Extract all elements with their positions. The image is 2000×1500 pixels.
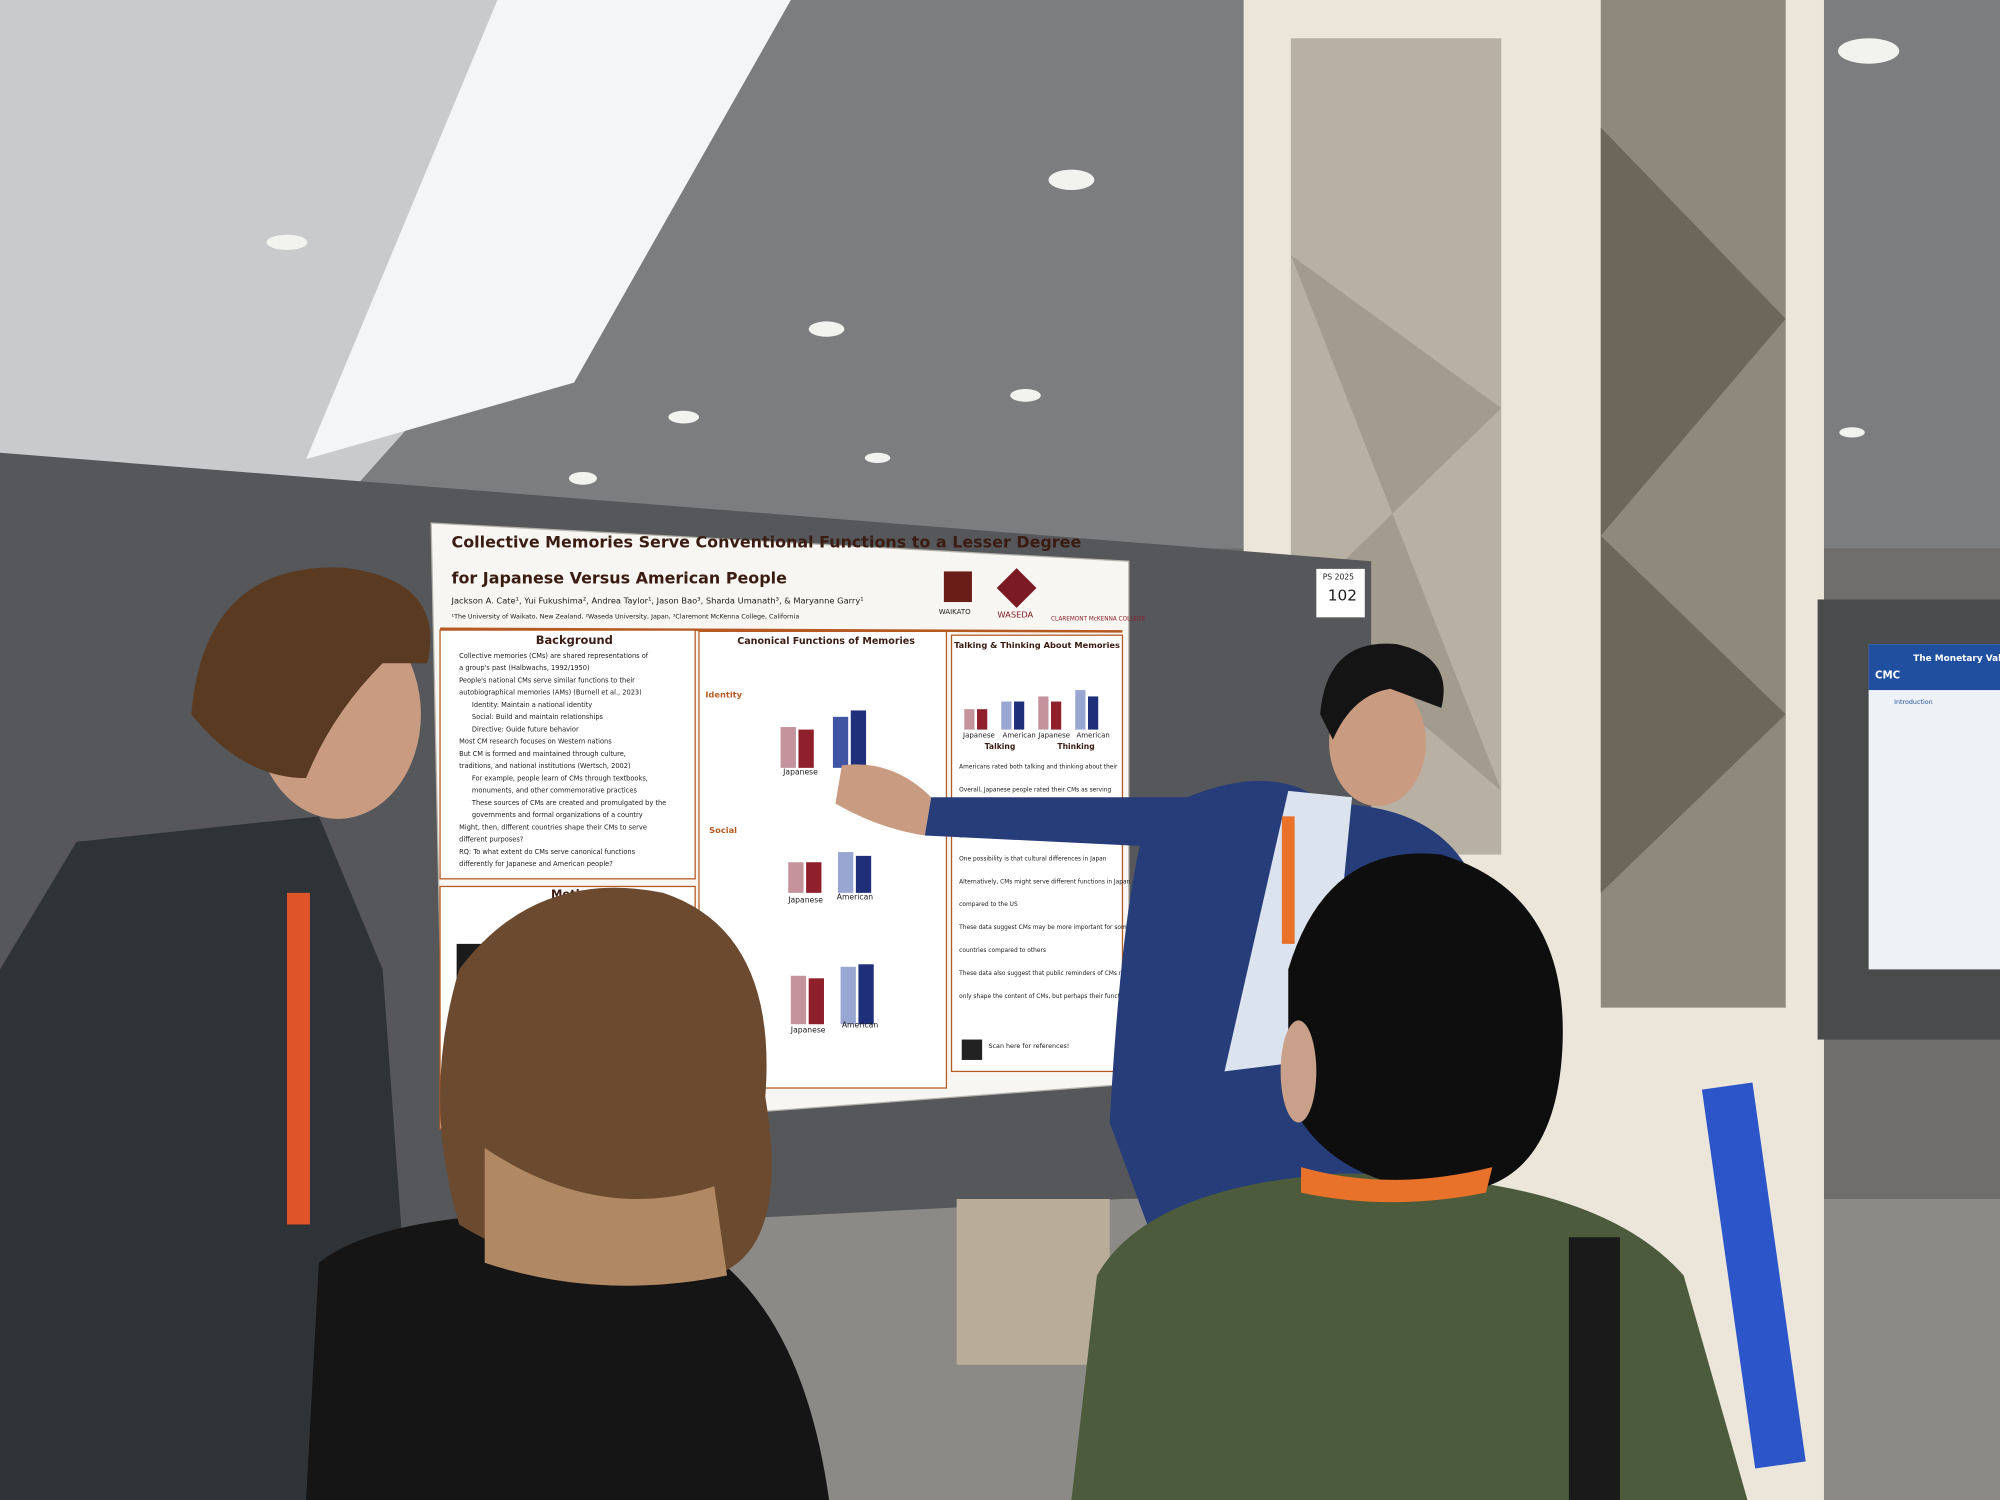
- panel-label: Talking: [985, 742, 1016, 751]
- bullet-text: monuments, and other commemorative pract…: [472, 787, 638, 795]
- skylight: [306, 0, 791, 460]
- group-label: Japanese: [1037, 731, 1070, 740]
- board-number: 102: [1328, 586, 1357, 604]
- group-label: American: [842, 1020, 879, 1029]
- bullet-text: These sources of CMs are created and pro…: [471, 799, 666, 807]
- bullet-text: differently for Japanese and American pe…: [459, 860, 613, 868]
- background-box: [439, 629, 696, 880]
- bullet-text: One possibility is that cultural differe…: [959, 856, 1107, 862]
- bullet-text: countries compared to others: [959, 948, 1046, 954]
- side-poster-title: The Monetary Value of Collective: [1913, 654, 2000, 664]
- bullet-text: only shape the content of CMs, but perha…: [959, 994, 1132, 1000]
- group-label: American: [1003, 731, 1036, 740]
- logo-text: WAIKATO: [939, 607, 971, 616]
- ceiling-lights: [266, 38, 1900, 485]
- figure-bars: [780, 710, 874, 1025]
- bullet-text: Social: Build and maintain relationships: [472, 713, 604, 721]
- person-right: [1071, 853, 1748, 1500]
- side-poster-section: Introduction: [1894, 698, 1933, 706]
- bullet-text: But CM is formed and maintained through …: [459, 750, 626, 758]
- divider: [440, 627, 1123, 633]
- poster-affiliations: ¹The University of Waikato, New Zealand,…: [452, 612, 800, 620]
- bullet-text: Directive: Guide future behavior: [472, 725, 579, 733]
- poster-authors: Jackson A. Cate¹, Yui Fukushima², Andrea…: [451, 595, 864, 605]
- bullet-text: Alternatively, CMs might serve different…: [959, 879, 1130, 885]
- group-label: Japanese: [782, 768, 818, 777]
- side-poster-header: [1868, 644, 2000, 691]
- bullet-text: compared to the US: [959, 902, 1018, 908]
- logo-text: CLAREMONT McKENNA COLLEGE: [1051, 617, 1145, 623]
- bullet-text: Might, then, different countries shape t…: [459, 823, 647, 831]
- poster-title: for Japanese Versus American People: [452, 568, 788, 587]
- bullet-text: These data also suggest that public remi…: [958, 971, 1129, 977]
- bullet-list: Collective memories (CMs) are shared rep…: [459, 652, 666, 868]
- panel-label: Thinking: [1057, 742, 1094, 751]
- section-heading: Background: [536, 633, 613, 647]
- board-tag: [1316, 568, 1365, 618]
- logo-text: WASEDA: [997, 609, 1033, 619]
- bullet-text: For example, people learn of CMs through…: [472, 774, 648, 782]
- bullet-text: different purposes?: [459, 836, 524, 844]
- bullet-text: Identity: Maintain a national identity: [472, 701, 592, 709]
- board-label: PS 2025: [1323, 573, 1354, 582]
- bullet-text: People's national CMs serve similar func…: [459, 676, 635, 684]
- logo-crest: [943, 571, 972, 603]
- bullet-text: a group's past (Halbwachs, 1992/1950): [459, 664, 590, 672]
- bullet-text: Overall, Japanese people rated their CMs…: [959, 787, 1111, 793]
- bullet-text: RQ: To what extent do CMs serve canonica…: [459, 848, 635, 856]
- pillar-pattern: [1600, 127, 1786, 893]
- bullet-text: autobiographical memories (AMs) (Burnell…: [459, 689, 642, 697]
- bullet-text: governments and formal organizations of …: [472, 811, 643, 819]
- bullet-text: Collective memories (CMs) are shared rep…: [459, 652, 649, 660]
- panel-label: Social: [709, 825, 737, 835]
- person-center: [306, 887, 830, 1500]
- poster-title: Collective Memories Serve Conventional F…: [452, 533, 1082, 552]
- qr-code: [961, 1039, 983, 1060]
- panel-label: Identity: [705, 690, 742, 700]
- group-label: Japanese: [787, 895, 823, 904]
- side-poster: [1868, 644, 2000, 970]
- section-heading: Canonical Functions of Memories: [737, 636, 915, 647]
- bullet-text: Americans rated both talking and thinkin…: [959, 765, 1118, 771]
- group-label: Japanese: [962, 731, 995, 740]
- section-heading: Talking & Thinking About Memories: [954, 640, 1120, 650]
- bullet-text: These data suggest CMs may be more impor…: [958, 925, 1130, 931]
- bullet-text: traditions, and national institutions (W…: [459, 762, 631, 770]
- group-label: American: [837, 893, 874, 902]
- group-label: Japanese: [790, 1025, 826, 1034]
- stanchion: [1701, 1082, 1806, 1469]
- scan-note: Scan here for references!: [989, 1042, 1070, 1050]
- group-label: American: [1077, 731, 1110, 740]
- bullet-text: Most CM research focuses on Western nati…: [459, 738, 612, 746]
- side-poster-logo: CMC: [1875, 671, 1900, 682]
- figure-bars: [964, 690, 1099, 730]
